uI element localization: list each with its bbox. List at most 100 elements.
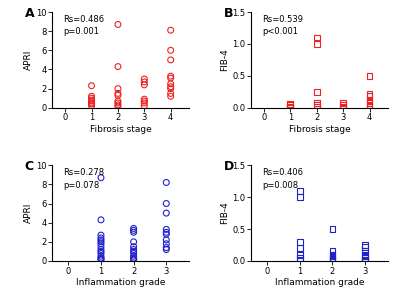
Point <box>314 101 320 106</box>
Point <box>88 96 95 100</box>
Point <box>362 254 368 258</box>
Point <box>297 252 303 257</box>
Point <box>297 255 303 260</box>
Point <box>168 58 174 62</box>
Point <box>340 101 346 106</box>
Point <box>362 249 368 254</box>
Point <box>329 252 336 257</box>
Point <box>163 242 170 246</box>
X-axis label: Inflammation grade: Inflammation grade <box>275 278 364 287</box>
Point <box>168 48 174 53</box>
Point <box>366 94 373 99</box>
Point <box>98 257 104 262</box>
Point <box>88 100 95 105</box>
Point <box>168 86 174 91</box>
Point <box>168 84 174 89</box>
Point <box>366 99 373 104</box>
Point <box>88 98 95 103</box>
Point <box>314 41 320 46</box>
Point <box>297 257 303 262</box>
Point <box>366 103 373 108</box>
Y-axis label: FIB-4: FIB-4 <box>220 49 229 71</box>
Point <box>98 175 104 180</box>
Point <box>98 238 104 242</box>
Point <box>98 254 104 259</box>
Point <box>287 105 294 110</box>
Point <box>130 244 137 249</box>
Point <box>329 254 336 258</box>
Point <box>115 100 121 105</box>
Point <box>287 104 294 109</box>
Point <box>163 238 170 242</box>
Point <box>115 103 121 107</box>
Point <box>98 258 104 262</box>
Point <box>168 76 174 80</box>
Point <box>130 230 137 235</box>
Point <box>287 105 294 110</box>
Point <box>329 257 336 262</box>
Point <box>362 252 368 257</box>
Point <box>366 91 373 96</box>
Text: Rs=0.486
p=0.001: Rs=0.486 p=0.001 <box>63 15 104 36</box>
Point <box>168 74 174 79</box>
Point <box>314 90 320 95</box>
Point <box>366 74 373 78</box>
Point <box>163 227 170 232</box>
Point <box>98 239 104 244</box>
Point <box>366 105 373 110</box>
Point <box>329 255 336 260</box>
Point <box>115 86 121 91</box>
Point <box>314 35 320 40</box>
Point <box>115 93 121 98</box>
Y-axis label: APRI: APRI <box>24 203 33 223</box>
Text: A: A <box>24 7 34 20</box>
X-axis label: Fibrosis stage: Fibrosis stage <box>288 125 350 134</box>
Point <box>98 256 104 260</box>
Point <box>163 180 170 185</box>
Point <box>88 99 95 103</box>
Point <box>88 94 95 99</box>
Point <box>340 105 346 110</box>
Point <box>115 64 121 69</box>
Point <box>141 100 148 105</box>
X-axis label: Inflammation grade: Inflammation grade <box>76 278 165 287</box>
Y-axis label: APRI: APRI <box>24 50 33 70</box>
Text: B: B <box>224 7 233 20</box>
Point <box>297 246 303 250</box>
Text: Rs=0.406
p=0.008: Rs=0.406 p=0.008 <box>262 168 303 190</box>
Point <box>362 243 368 248</box>
Point <box>163 211 170 215</box>
Point <box>98 218 104 222</box>
Point <box>141 76 148 81</box>
Point <box>98 233 104 238</box>
Point <box>88 101 95 106</box>
Point <box>115 91 121 96</box>
Point <box>163 230 170 235</box>
Point <box>130 247 137 252</box>
Point <box>362 258 368 263</box>
Point <box>98 236 104 240</box>
Point <box>297 188 303 193</box>
Text: Rs=0.539
p<0.001: Rs=0.539 p<0.001 <box>262 15 303 36</box>
Text: Rs=0.278
p=0.078: Rs=0.278 p=0.078 <box>63 168 104 190</box>
X-axis label: Fibrosis stage: Fibrosis stage <box>90 125 152 134</box>
Point <box>141 103 148 108</box>
Point <box>141 99 148 103</box>
Point <box>115 22 121 27</box>
Point <box>362 244 368 249</box>
Point <box>115 104 121 109</box>
Point <box>130 254 137 259</box>
Point <box>366 97 373 102</box>
Point <box>115 99 121 103</box>
Point <box>130 239 137 244</box>
Point <box>98 251 104 256</box>
Point <box>163 247 170 252</box>
Point <box>366 101 373 106</box>
Point <box>168 94 174 99</box>
Point <box>340 102 346 107</box>
Point <box>141 97 148 101</box>
Point <box>366 102 373 107</box>
Point <box>163 232 170 237</box>
Point <box>362 257 368 262</box>
Point <box>287 103 294 108</box>
